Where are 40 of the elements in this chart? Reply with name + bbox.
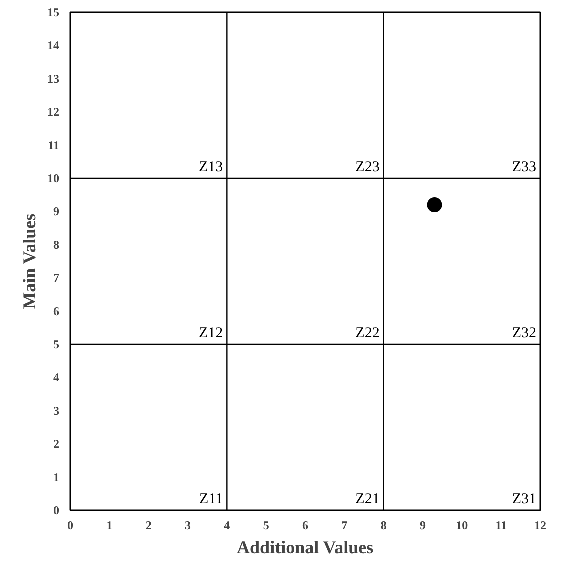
x-tick-label: 10 (456, 518, 468, 532)
y-tick-label: 7 (54, 271, 60, 286)
x-tick-label: 6 (302, 518, 308, 532)
x-tick-label: 11 (496, 518, 508, 532)
annotation: Z32 (512, 326, 537, 342)
y-tick-label: 15 (48, 6, 60, 20)
annotation: Z33 (512, 160, 537, 176)
y-tick-label: 14 (48, 38, 60, 53)
x-tick-label: 3 (185, 518, 191, 532)
y-tick-label: 12 (48, 105, 60, 120)
y-tick-label: 8 (54, 238, 60, 252)
annotation: Z31 (512, 492, 537, 508)
x-tick-label: 7 (342, 518, 348, 532)
y-tick-label: 9 (54, 204, 60, 219)
y-tick-label: 1 (54, 470, 60, 484)
annotation: Z21 (356, 492, 380, 508)
y-tick-label: 10 (48, 172, 60, 186)
annotation: Z13 (199, 160, 224, 176)
annotation: Z22 (356, 326, 380, 342)
x-tick-label: 9 (420, 518, 426, 532)
x-tick-label: 0 (68, 518, 74, 532)
y-tick-label: 3 (54, 404, 60, 418)
annotation: Z12 (199, 326, 224, 342)
annotation: Z23 (356, 160, 380, 176)
y-tick-label: 4 (54, 370, 60, 385)
y-tick-label: 6 (54, 304, 60, 318)
x-tick-label: 5 (263, 518, 270, 532)
x-tick-label: 8 (380, 518, 387, 532)
y-tick-label: 0 (54, 504, 60, 518)
y-tick-label: 13 (48, 72, 60, 86)
y-tick-label: 2 (54, 437, 60, 452)
x-tick-label: 12 (534, 518, 546, 532)
y-tick-label: 5 (54, 338, 60, 352)
y-axis-title: Main Values (20, 214, 40, 310)
x-tick-label: 2 (146, 518, 152, 532)
x-tick-label: 1 (106, 518, 113, 532)
annotation: Z11 (200, 492, 224, 508)
x-axis-title: Additional Values (237, 538, 374, 558)
y-tick-label: 11 (48, 138, 60, 152)
x-tick-label: 4 (224, 518, 230, 532)
